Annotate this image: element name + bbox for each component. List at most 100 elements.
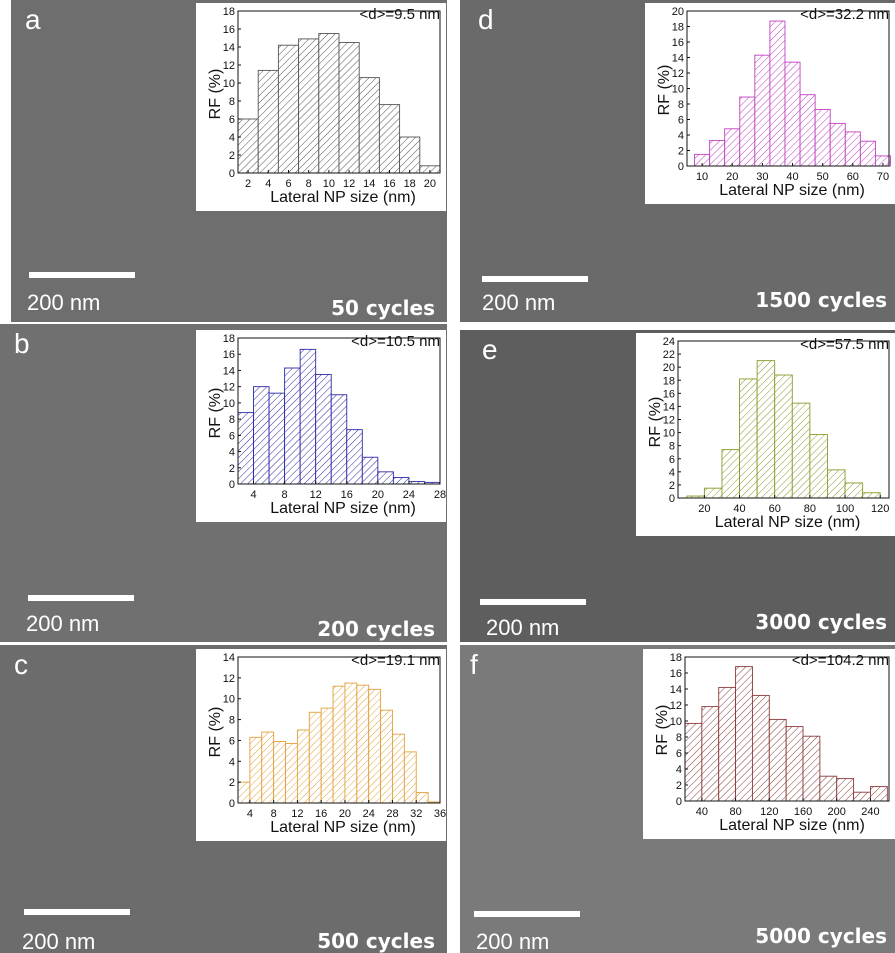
histogram-plot: 0246810121416182 4 6 8 10 12 14 16 18 20 (196, 3, 446, 211)
y-tick-label: 10 (670, 716, 682, 728)
x-tick-label: 2 (245, 178, 251, 190)
y-tick-label: 8 (229, 96, 235, 108)
x-tick-label: 24 (403, 489, 415, 501)
histogram-plot: 0246810121416184 8 12 16 20 24 28 (196, 330, 446, 522)
histogram-bar (725, 129, 740, 166)
histogram-bar (392, 734, 404, 803)
panel-label: e (482, 336, 498, 364)
histogram-bar (719, 687, 736, 801)
y-tick-label: 6 (229, 114, 235, 126)
histogram-bar (359, 78, 379, 173)
y-tick-label: 16 (223, 349, 235, 361)
x-tick-label: 10 (323, 178, 335, 190)
y-tick-label: 4 (229, 447, 235, 459)
x-tick-label: 30 (756, 171, 768, 183)
x-tick-label: 16 (341, 489, 353, 501)
histogram-bar (803, 736, 820, 801)
y-tick-label: 2 (229, 150, 235, 162)
y-tick-label: 14 (672, 53, 684, 65)
y-tick-label: 2 (678, 146, 684, 158)
scale-bar-label: 200 nm (26, 613, 99, 635)
y-tick-label: 20 (663, 362, 675, 374)
histogram-bar (345, 683, 357, 803)
x-tick-label: 80 (804, 503, 816, 515)
panel-label: c (14, 651, 28, 679)
histogram-bar (770, 21, 785, 166)
y-tick-label: 8 (229, 414, 235, 426)
y-tick-label: 10 (672, 84, 684, 96)
histogram-bar (736, 667, 753, 801)
y-tick-label: 0 (678, 161, 684, 173)
y-tick-label: 8 (678, 99, 684, 111)
y-tick-label: 12 (223, 382, 235, 394)
x-tick-label: 200 (828, 806, 846, 818)
x-tick-label: 14 (363, 178, 375, 190)
y-tick-label: 0 (669, 493, 675, 505)
y-tick-label: 0 (229, 798, 235, 810)
histogram-bar (740, 379, 758, 498)
histogram-bar (297, 730, 309, 803)
histogram-bar (755, 55, 770, 166)
x-tick-label: 40 (733, 503, 745, 515)
histogram-bar (238, 119, 258, 173)
y-tick-label: 10 (223, 398, 235, 410)
histogram-bar (722, 450, 740, 498)
histogram-bar (854, 792, 871, 801)
scale-bar-label: 200 nm (486, 617, 559, 639)
histogram-plot: 0 2 4 6 8 10 12 14 16 18 40 80 120 160 200 240 (643, 649, 895, 839)
panel-label: d (478, 6, 494, 34)
histogram-bar (258, 70, 278, 173)
x-tick-label: 4 (250, 489, 256, 501)
histogram-bar (285, 368, 301, 484)
histogram-bar (393, 478, 409, 484)
x-tick-label: 28 (386, 808, 398, 820)
x-tick-label: 8 (271, 808, 277, 820)
histogram-bar (299, 39, 319, 173)
histogram-bar (269, 393, 285, 484)
panel-label: b (14, 330, 30, 358)
y-tick-label: 12 (670, 700, 682, 712)
y-tick-label: 2 (676, 780, 682, 792)
histogram-bar (319, 34, 339, 174)
y-tick-label: 14 (670, 684, 682, 696)
x-tick-label: 10 (696, 171, 708, 183)
y-tick-label: 4 (229, 756, 235, 768)
x-tick-label: 60 (847, 171, 859, 183)
histogram-bar (863, 493, 881, 498)
histogram-bar (740, 97, 755, 166)
x-tick-label: 20 (726, 171, 738, 183)
scale-bar (480, 599, 586, 605)
histogram-bar (238, 413, 254, 484)
y-tick-label: 4 (676, 764, 682, 776)
histogram-bar (321, 708, 333, 803)
x-tick-label: 8 (306, 178, 312, 190)
histogram-bar (810, 435, 828, 498)
y-tick-label: 2 (229, 777, 235, 789)
y-tick-label: 6 (669, 454, 675, 466)
y-tick-label: 18 (663, 375, 675, 387)
x-tick-label: 50 (817, 171, 829, 183)
cycles-label: 1500 cycles (755, 290, 887, 310)
histogram-bar (379, 105, 399, 173)
y-tick-label: 14 (223, 42, 235, 54)
histogram-bar (845, 483, 863, 498)
panel-label: a (25, 6, 41, 34)
histogram-bar (837, 779, 854, 801)
y-tick-label: 10 (223, 78, 235, 90)
histogram-plot: 02468101214161820222420 40 60 80 100 120 (636, 333, 895, 536)
y-tick-label: 6 (229, 735, 235, 747)
histogram-bar (254, 387, 270, 484)
histogram-bar (381, 710, 393, 803)
y-tick-label: 8 (669, 441, 675, 453)
scale-bar-label: 200 nm (22, 931, 95, 953)
x-tick-label: 12 (343, 178, 355, 190)
y-tick-label: 16 (663, 388, 675, 400)
cycles-label: 200 cycles (317, 619, 435, 639)
y-tick-label: 16 (223, 24, 235, 36)
histogram-bar (870, 787, 887, 801)
x-tick-label: 20 (372, 489, 384, 501)
y-tick-label: 6 (229, 430, 235, 442)
y-tick-label: 12 (663, 415, 675, 427)
histogram-bar (250, 737, 262, 803)
